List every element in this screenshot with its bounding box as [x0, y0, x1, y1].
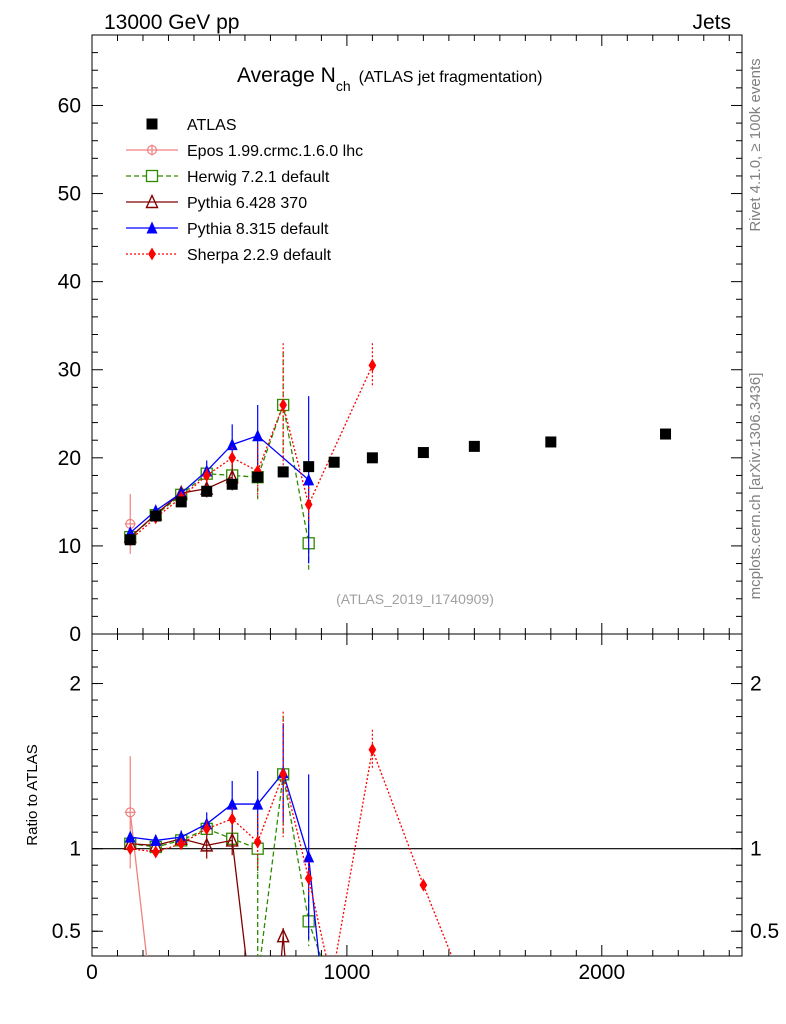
header-left: 13000 GeV pp — [104, 11, 239, 34]
data-point — [124, 518, 136, 530]
data-point — [151, 845, 160, 859]
ratio-pythia8-line — [130, 771, 320, 956]
data-point — [226, 797, 238, 810]
data-point — [146, 221, 158, 234]
y-tick-label: 60 — [58, 94, 81, 117]
data-point — [146, 118, 158, 130]
data-point — [304, 498, 313, 512]
y-tick-label: 20 — [58, 447, 81, 470]
legend-label: ATLAS — [187, 117, 237, 134]
y-tick-label: 10 — [58, 535, 81, 558]
chart-title: Average Nch (ATLAS jet fragmentation) — [237, 64, 542, 94]
ratio-series — [123, 711, 453, 956]
data-point — [145, 193, 159, 209]
data-point — [124, 830, 136, 843]
data-point — [252, 797, 264, 810]
analysis-watermark: (ATLAS_2019_I1740909) — [336, 591, 494, 607]
data-point — [252, 429, 264, 442]
data-point — [200, 837, 214, 852]
data-point — [177, 837, 186, 851]
data-point — [545, 436, 557, 448]
legend-label: Sherpa 2.2.9 default — [187, 247, 332, 264]
legend-label: Pythia 8.315 default — [187, 221, 329, 238]
ratio-sherpa-line — [130, 747, 453, 956]
legend-label: Herwig 7.2.1 default — [187, 169, 330, 186]
ratio-herwig-line — [130, 774, 322, 956]
data-point — [225, 832, 239, 847]
y-tick-label: 0 — [69, 623, 81, 646]
x-tick-label: 1000 — [324, 961, 371, 984]
side-label-rivet: Rivet 4.1.0, ≥ 100k events — [747, 58, 764, 231]
ratio-pythia6-line — [130, 838, 286, 956]
data-point — [328, 456, 340, 468]
ratio-tick-label-left: 0.5 — [52, 920, 81, 943]
data-point — [148, 247, 156, 261]
chart-title-sub: ch — [336, 78, 351, 94]
data-point — [202, 468, 211, 482]
upper-series — [123, 343, 672, 570]
chart-title-extra: (ATLAS jet fragmentation) — [359, 69, 543, 86]
data-point — [202, 822, 211, 836]
data-point — [175, 496, 187, 508]
x-tick-label: 2000 — [578, 961, 625, 984]
data-point — [146, 144, 158, 156]
data-point — [419, 878, 428, 892]
data-point — [226, 438, 238, 451]
data-point — [366, 452, 378, 464]
data-point — [226, 478, 238, 490]
data-point — [660, 428, 672, 440]
ratio-tick-label-right: 0.5 — [750, 920, 779, 943]
ratio-tick-label-right: 2 — [750, 673, 762, 696]
data-point — [150, 833, 162, 846]
data-point — [417, 447, 429, 459]
ratio-ylabel: Ratio to ATLAS — [24, 744, 41, 845]
x-tick-label: 0 — [86, 961, 98, 984]
data-point — [228, 451, 237, 465]
data-point — [468, 440, 480, 452]
legend-label: Pythia 6.428 370 — [187, 195, 307, 212]
series-herwig-line — [129, 402, 310, 544]
data-point — [368, 358, 377, 372]
data-point — [252, 471, 264, 483]
legend-label: Epos 1.99.crmc.1.6.0 lhc — [187, 143, 363, 160]
ratio-tick-label-right: 1 — [750, 838, 762, 861]
side-label-mcplots: mcplots.cern.ch [arXiv:1306.3436] — [747, 373, 764, 600]
chart-title-main: Average N — [237, 64, 336, 87]
data-point — [150, 510, 162, 522]
ratio-tick-label-left: 1 — [69, 838, 81, 861]
data-point — [303, 850, 315, 863]
data-point — [145, 169, 159, 183]
data-point — [228, 812, 237, 826]
data-point — [279, 398, 288, 412]
data-point — [279, 767, 288, 781]
data-point — [276, 928, 290, 943]
series-sherpa-line — [129, 365, 373, 541]
y-tick-label: 50 — [58, 183, 81, 206]
data-point — [175, 830, 187, 843]
header-right: Jets — [692, 11, 731, 34]
ratio-frame — [91, 633, 743, 957]
data-point — [126, 842, 135, 856]
data-point — [124, 806, 136, 818]
upper-axes: 0 10 20 30 40 50 60 — [58, 34, 743, 646]
data-point — [303, 473, 315, 486]
data-point — [201, 485, 213, 497]
ratio-tick-label-left: 2 — [69, 673, 81, 696]
data-point — [124, 534, 136, 546]
ratio-axes: 0 1000 2000 0.5 0.5 1 1 2 2 — [52, 633, 779, 984]
data-point — [368, 743, 377, 757]
data-point — [277, 466, 289, 478]
data-point — [303, 461, 315, 473]
data-point — [253, 835, 262, 849]
legend: ATLAS Epos 1.99.crmc.1.6.0 lhc Herwig 7.2.… — [126, 117, 363, 264]
y-tick-label: 40 — [58, 271, 81, 294]
y-tick-label: 30 — [58, 359, 81, 382]
data-point — [304, 871, 313, 885]
